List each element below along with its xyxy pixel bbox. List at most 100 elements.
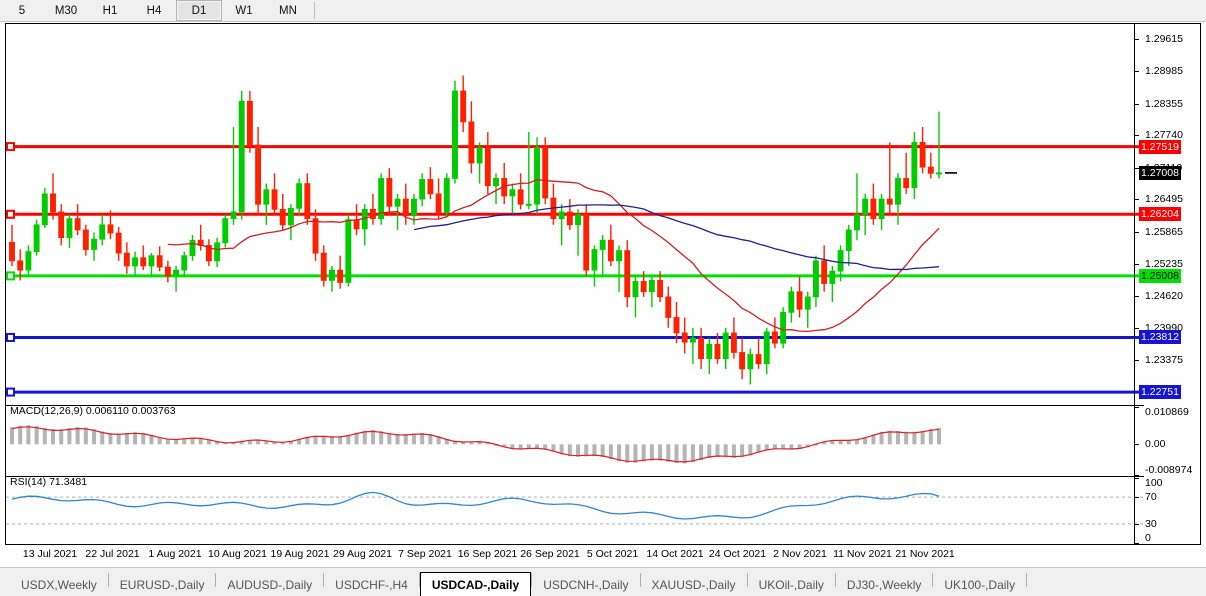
rsi-tick-label: 30 [1145,517,1157,530]
tab-audusddaily[interactable]: AUDUSD-,Daily [227,578,313,592]
date-tick-label: 10 Aug 2021 [208,548,267,560]
tab-xauusddaily[interactable]: XAUUSD-,Daily [651,578,736,592]
price-marker-green[interactable]: 1.25008 [1139,268,1181,283]
price-marker-black[interactable]: 1.27008 [1139,165,1181,180]
date-tick-label: 29 Aug 2021 [333,548,392,560]
toolbar-separator [314,2,315,19]
macd-chart-svg [10,425,941,464]
date-tick-label: 21 Nov 2021 [895,548,955,560]
tab-divider [746,573,748,587]
timeframe-m30[interactable]: M30 [54,4,78,17]
price-pane[interactable] [6,24,1144,405]
timeframe-h1[interactable]: H1 [102,4,118,17]
timeframe-d1[interactable]: D1 [176,0,222,21]
rsi-tick-label: 0 [1145,532,1151,544]
macd-tick-label: 0.010869 [1145,406,1189,418]
price-marker-red[interactable]: 1.27519 [1139,139,1181,154]
tab-usdcaddaily[interactable]: USDCAD-,Daily [419,572,532,596]
price-chart-svg [6,75,1144,397]
tab-divider [639,573,641,587]
chart-tabs[interactable]: USDX,Weekly EURUSD-,Daily AUDUSD-,Daily USD… [0,567,1206,596]
macd-tick-label: -0.008974 [1145,464,1193,476]
timeframe-mn[interactable]: MN [279,4,297,17]
tab-usdxweekly[interactable]: USDX,Weekly [21,578,97,592]
tab-divider [531,573,533,587]
date-tick-label: 22 Jul 2021 [85,548,140,560]
date-axis: 13 Jul 2021 22 Jul 2021 1 Aug 2021 10 Aug 2… [5,546,1201,566]
macd-axis: 0.010869 0.00 -0.008974 [1134,406,1201,476]
price-tick-label: 1.26495 [1145,193,1183,206]
date-tick-label: 16 Sep 2021 [457,548,518,560]
tab-usdchfh4[interactable]: USDCHF-,H4 [335,578,408,592]
price-marker-blue[interactable]: 1.23812 [1139,330,1181,345]
pane-divider-macd [6,405,1144,406]
tab-divider [932,573,934,587]
price-tick [1135,71,1139,73]
price-tick [1135,231,1139,233]
price-tick-label: 1.23375 [1145,353,1183,366]
date-tick-label: 14 Oct 2021 [646,548,704,560]
tab-eurusddaily[interactable]: EURUSD-,Daily [119,578,205,592]
rsi-pane[interactable]: RSI(14) 71.3481 [6,476,1144,544]
price-tick [1135,103,1139,105]
rsi-tick [1135,523,1139,525]
rsi-axis: 100 70 30 0 [1134,477,1201,544]
price-tick [1135,199,1139,201]
tab-divider [834,573,836,587]
price-tick [1135,359,1139,361]
date-tick-label: 11 Nov 2021 [833,548,892,560]
date-tick-label: 1 Aug 2021 [148,548,202,560]
macd-label: MACD(12,26,9) 0.006110 0.003763 [10,405,176,417]
rsi-tick-label: 70 [1145,491,1157,504]
tab-dj30weekly[interactable]: DJ30-,Weekly [846,578,922,592]
date-tick-label: 19 Aug 2021 [270,548,330,560]
rsi-tick [1135,478,1139,479]
pane-divider-rsi [6,476,1144,477]
timeframe-toolbar: 5 M30 H1 H4 D1 W1 MN [0,0,1206,22]
timeframe-5[interactable]: 5 [18,4,26,17]
price-tick-label: 1.27740 [1145,129,1183,142]
date-tick-label: 26 Sep 2021 [520,548,580,560]
rsi-label: RSI(14) 71.3481 [10,476,88,488]
price-marker-blue[interactable]: 1.22751 [1139,385,1181,400]
price-tick-label: 1.25235 [1145,258,1183,271]
price-tick [1135,295,1139,297]
macd-tick-label: 0.00 [1145,438,1166,451]
tab-divider [215,573,217,587]
tab-uk100daily[interactable]: UK100-,Daily [944,578,1016,592]
price-marker-red[interactable]: 1.26204 [1139,207,1181,222]
date-tick-label: 7 Sep 2021 [398,548,452,560]
price-tick [1135,38,1139,40]
price-tick [1135,264,1139,266]
date-tick-label: 24 Oct 2021 [708,548,767,560]
date-tick-label: 5 Oct 2021 [586,548,639,560]
tab-divider [418,573,420,587]
price-tick-label: 1.29615 [1145,32,1183,45]
tab-divider [1026,573,1028,587]
macd-tick [1135,475,1139,476]
price-tick-label: 1.25865 [1145,225,1183,238]
macd-pane[interactable]: MACD(12,26,9) 0.006110 0.003763 [6,405,1144,476]
tab-usdcnhdaily[interactable]: USDCNH-,Daily [543,578,629,592]
price-axis[interactable]: 1.296151.289851.283551.277401.271101.264… [1134,24,1201,405]
macd-tick [1135,444,1139,446]
price-tick [1135,167,1139,169]
price-tick [1135,135,1139,137]
tab-divider [323,573,325,587]
chart-window[interactable]: ▲USDCAD-,Daily1.27008 1.27009 1.27001 1.… [5,23,1201,545]
tab-ukoildaily[interactable]: UKOil-,Daily [758,578,824,592]
date-tick-label: 13 Jul 2021 [22,548,78,560]
price-tick-label: 1.28355 [1145,97,1183,110]
price-tick-label: 1.24620 [1145,289,1183,302]
rsi-tick [1135,543,1139,544]
price-tick-label: 1.28985 [1145,65,1183,78]
date-tick-label: 2 Nov 2021 [773,548,827,560]
rsi-chart-svg [6,491,1144,525]
rsi-tick [1135,497,1139,499]
rsi-tick-label: 100 [1145,477,1163,489]
timeframe-w1[interactable]: W1 [235,4,253,17]
macd-tick [1135,407,1139,408]
timeframe-h4[interactable]: H4 [146,4,162,17]
tab-divider [107,573,109,587]
